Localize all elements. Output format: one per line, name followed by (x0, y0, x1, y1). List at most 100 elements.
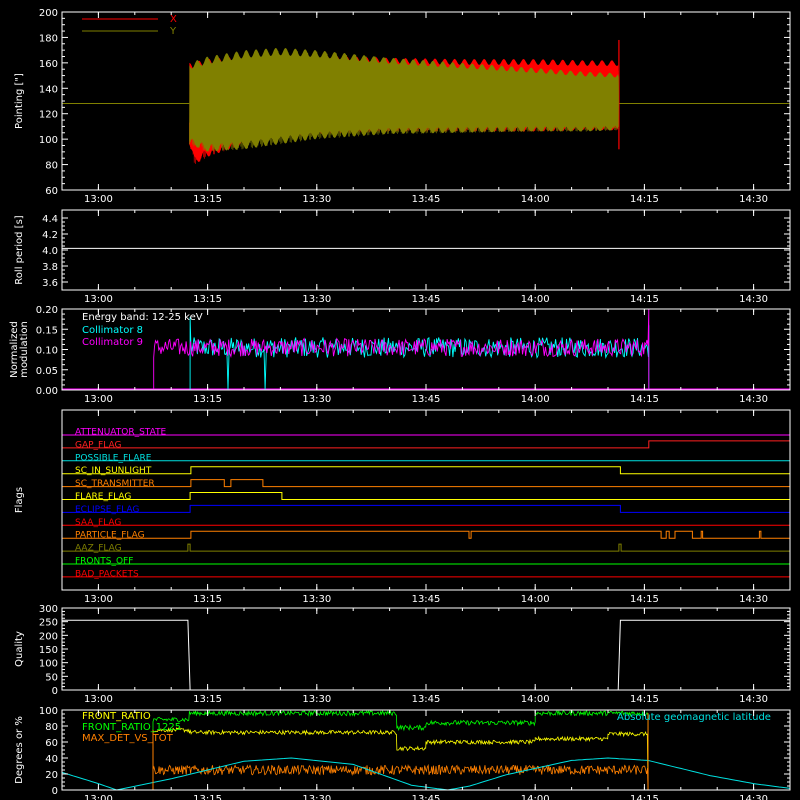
ratio-series (152, 727, 649, 791)
x-tick-label: 13:30 (302, 594, 331, 605)
panel-pointing: XY 60 80 100 120 140 160 180 200 13:00 13:15 13:30 1… (14, 8, 791, 205)
flag-saa_flag: SAA_FLAG (62, 518, 790, 528)
flag-label: AAZ_FLAG (75, 544, 122, 554)
x-tick-label: 13:15 (193, 294, 222, 305)
y-tick-label: 0 (52, 686, 58, 697)
geomagnetic-latitude-label: Absolute geomagnetic latitude (617, 712, 771, 723)
flag-line (62, 492, 790, 500)
panel-ratios: FRONT_RATIOFRONT_RATIO_1225MAX_DET_VS_TO… (14, 706, 791, 800)
x-tick-label: 13:15 (193, 794, 222, 800)
y-tick-label: 120 (39, 110, 58, 121)
series-Y (189, 48, 620, 152)
flag-label: ECLIPSE_FLAG (75, 505, 139, 515)
ratio-series (152, 763, 649, 791)
legend-label-X: X (170, 14, 177, 25)
flag-line (61, 466, 791, 475)
x-tick-label: 14:00 (521, 294, 550, 305)
y-axis-label: modulation (19, 321, 30, 378)
x-tick-label: 14:30 (739, 194, 768, 205)
x-tick-label: 14:30 (739, 794, 768, 800)
flag-line (62, 479, 790, 488)
x-tick-label: 14:15 (630, 594, 659, 605)
y-tick-label: 4.4 (42, 214, 58, 225)
flag-flare_flag: FLARE_FLAG (62, 492, 790, 502)
flag-bad_packets: BAD_PACKETS (62, 569, 790, 579)
panel-frame (61, 209, 791, 291)
y-tick-label: 40 (45, 754, 58, 765)
y-axis-label: Degrees or % (14, 716, 25, 784)
y-axis-label: Normalized (9, 321, 20, 378)
y-tick-label: 4.2 (42, 230, 58, 241)
x-tick-label: 13:00 (84, 394, 113, 405)
flag-label: POSSIBLE_FLARE (75, 453, 152, 463)
x-tick-label: 13:00 (84, 594, 113, 605)
x-tick-label: 13:45 (412, 794, 441, 800)
flag-attenuator_state: ATTENUATOR_STATE (62, 428, 790, 438)
flag-fronts_off: FRONTS_OFF (62, 557, 790, 567)
x-tick-label: 13:00 (84, 194, 113, 205)
x-tick-label: 14:15 (630, 694, 659, 705)
flag-label: SAA_FLAG (75, 518, 121, 528)
y-tick-label: 140 (39, 84, 58, 95)
x-tick-label: 13:30 (302, 194, 331, 205)
x-tick-label: 13:15 (193, 694, 222, 705)
y-tick-label: 300 (39, 604, 58, 615)
x-tick-label: 13:15 (193, 194, 222, 205)
line-Y (189, 50, 620, 152)
x-tick-label: 13:45 (412, 694, 441, 705)
x-tick-label: 14:30 (739, 694, 768, 705)
x-tick-label: 14:00 (521, 794, 550, 800)
legend-label: MAX_DET_VS_TOT (82, 733, 174, 744)
x-tick-label: 13:30 (302, 694, 331, 705)
x-tick-label: 13:45 (412, 194, 441, 205)
x-tick-label: 13:45 (412, 294, 441, 305)
quality-line (62, 619, 790, 691)
x-tick-label: 14:00 (521, 594, 550, 605)
x-tick-label: 14:30 (739, 294, 768, 305)
y-axis-label: Pointing ["] (14, 73, 25, 129)
flag-line (61, 504, 791, 513)
flag-label: BAD_PACKETS (75, 569, 139, 579)
y-tick-label: 160 (39, 59, 58, 70)
x-tick-label: 14:00 (521, 694, 550, 705)
x-tick-label: 14:15 (630, 394, 659, 405)
flag-label: ATTENUATOR_STATE (75, 428, 167, 438)
y-tick-label: 3.6 (42, 278, 58, 289)
legend-label: FRONT_RATIO_1225 (82, 722, 181, 733)
x-tick-label: 13:00 (84, 694, 113, 705)
x-tick-label: 14:00 (521, 194, 550, 205)
y-tick-label: 0.20 (36, 305, 58, 316)
flag-label: PARTICLE_FLAG (75, 531, 145, 541)
legend-label-Y: Y (169, 26, 177, 37)
flag-label: SC_TRANSMITTER (75, 479, 155, 489)
x-tick-label: 14:00 (521, 394, 550, 405)
y-tick-label: 60 (45, 738, 58, 749)
flag-gap_flag: GAP_FLAG (62, 440, 791, 450)
y-tick-label: 0 (52, 786, 58, 797)
x-tick-label: 14:30 (739, 394, 768, 405)
panel-quality: 0 50 100 150 200 250 300 13:00 13:15 13:30 13:45 14… (14, 604, 791, 705)
x-tick-label: 13:30 (302, 294, 331, 305)
y-tick-label: 250 (39, 618, 58, 629)
y-tick-label: 200 (39, 8, 58, 19)
legend-label: Collimator 9 (82, 337, 143, 348)
y-tick-label: 0.10 (36, 346, 58, 357)
y-tick-label: 3.8 (42, 262, 58, 273)
flag-sc_transmitter: SC_TRANSMITTER (62, 479, 790, 489)
modulation-series (153, 308, 790, 391)
x-tick-label: 13:00 (84, 794, 113, 800)
flag-label: GAP_FLAG (75, 440, 121, 450)
y-tick-label: 100 (39, 706, 58, 717)
flag-label: FRONTS_OFF (75, 557, 133, 567)
flag-possible_flare: POSSIBLE_FLARE (62, 453, 790, 463)
flag-particle_flag: PARTICLE_FLAG (62, 530, 790, 541)
x-tick-label: 13:30 (302, 394, 331, 405)
flag-eclipse_flag: ECLIPSE_FLAG (61, 504, 791, 515)
flag-label: FLARE_FLAG (75, 492, 131, 502)
y-tick-label: 200 (39, 631, 58, 642)
x-tick-label: 13:15 (193, 594, 222, 605)
y-tick-label: 20 (45, 770, 58, 781)
x-tick-label: 14:15 (630, 794, 659, 800)
y-tick-label: 4.0 (42, 246, 58, 257)
